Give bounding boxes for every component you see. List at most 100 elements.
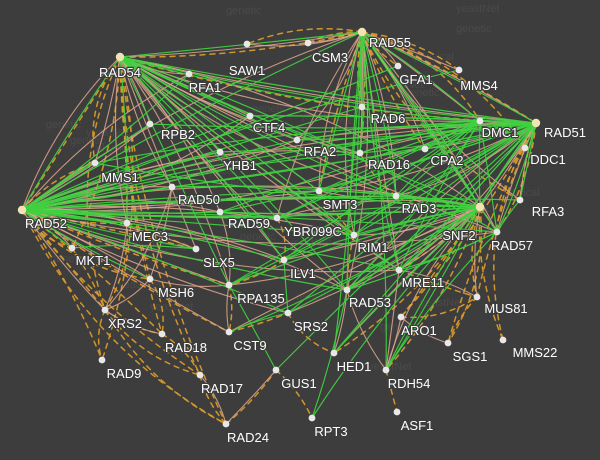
- node-label-mec3: MEC3: [132, 229, 168, 244]
- graph-node-rfa3[interactable]: [516, 196, 524, 204]
- graph-node-mre11[interactable]: [395, 266, 403, 274]
- edge-RAD54-RAD53: [119, 56, 348, 291]
- graph-node-gus1[interactable]: [272, 366, 280, 374]
- graph-node-saw1[interactable]: [243, 40, 251, 48]
- graph-node-srs2[interactable]: [284, 309, 292, 317]
- edge-RAD51-YHB1: [219, 122, 537, 153]
- graph-node-rad18[interactable]: [158, 330, 166, 338]
- graph-node-rad57[interactable]: [493, 228, 501, 236]
- edge-MKT1-XRS2: [71, 247, 106, 311]
- node-label-mms1: MMS1: [101, 170, 139, 185]
- edge-ARO1-MUS81: [400, 296, 478, 319]
- edge-RAD54-MEC3: [119, 56, 128, 224]
- watermark-label: genetic: [70, 135, 106, 147]
- graph-node-ilv1[interactable]: [280, 256, 288, 264]
- graph-node-yhb1[interactable]: [216, 148, 224, 156]
- edge-RAD51-RPB2: [149, 122, 537, 129]
- edge-XRS2-RAD24: [104, 309, 227, 425]
- edge-RAD18-RAD17: [161, 333, 201, 376]
- graph-node-aro1[interactable]: [397, 313, 405, 321]
- edge-RAD17-RAD24: [199, 374, 227, 425]
- graph-node-rad52[interactable]: [17, 205, 27, 215]
- graph-node-ctf4[interactable]: [246, 112, 254, 120]
- graph-node-sgs1[interactable]: [444, 339, 452, 347]
- edge-MSH6-XRS2: [104, 278, 151, 311]
- graph-node-mec3[interactable]: [123, 219, 131, 227]
- edge-MSH6-RPA135: [149, 278, 230, 287]
- node-label-srs2: SRS2: [294, 319, 328, 334]
- graph-node-rim1[interactable]: [350, 231, 358, 239]
- graph-node-rad17[interactable]: [196, 371, 204, 379]
- edge-RAD52-RAD16: [21, 152, 361, 211]
- graph-node-rad50[interactable]: [168, 183, 176, 191]
- edge-RAD52-YBR099C: [21, 209, 278, 219]
- edge-DMC1-RFA2: [296, 120, 481, 141]
- edge-DMC1-CTF4: [249, 115, 481, 122]
- graph-node-mus81[interactable]: [473, 293, 481, 301]
- graph-node-rad59[interactable]: [216, 208, 224, 216]
- graph-node-rad54[interactable]: [115, 52, 125, 62]
- graph-node-xrs2[interactable]: [101, 306, 109, 314]
- edge-DMC1-RIM1: [353, 120, 481, 236]
- watermark-label: yeastNet: [420, 297, 463, 309]
- graph-node-rad51[interactable]: [531, 118, 541, 128]
- graph-node-slx5[interactable]: [192, 245, 200, 253]
- graph-node-rpt3[interactable]: [308, 414, 316, 422]
- graph-node-snf2[interactable]: [475, 202, 485, 212]
- node-label-rad16: RAD16: [368, 157, 410, 172]
- edge-RAD52-MMS4: [21, 69, 460, 211]
- edge-RAD54-XRS2: [86, 56, 121, 311]
- edge-GUS1-RPT3: [275, 369, 313, 419]
- graph-node-rfa2[interactable]: [293, 136, 301, 144]
- edge-RAD55-MMS4: [361, 31, 460, 71]
- graph-node-mkt1[interactable]: [68, 244, 76, 252]
- node-label-rad51: RAD51: [544, 125, 586, 140]
- graph-node-smt3[interactable]: [315, 187, 323, 195]
- node-label-cpa2: CPA2: [431, 153, 464, 168]
- edge-SMT3-RIM1: [318, 190, 355, 236]
- edge-SNF2-RAD53: [346, 206, 481, 291]
- edge-RAD52-RAD51: [21, 122, 537, 211]
- graph-node-rad3[interactable]: [392, 192, 400, 200]
- graph-node-dmc1[interactable]: [476, 117, 484, 125]
- graph-node-mms4[interactable]: [455, 66, 463, 74]
- graph-node-msh6[interactable]: [146, 275, 154, 283]
- node-layer[interactable]: [17, 27, 541, 428]
- edge-HED1-RAD53: [333, 289, 348, 354]
- graph-node-hed1[interactable]: [330, 349, 338, 357]
- node-label-slx5: SLX5: [203, 255, 235, 270]
- graph-node-cst9[interactable]: [225, 328, 233, 336]
- edge-SNF2-RAD50: [171, 185, 481, 208]
- graph-node-rpa135[interactable]: [225, 281, 233, 289]
- graph-node-gfa1[interactable]: [394, 62, 402, 70]
- graph-node-ybr099c[interactable]: [273, 214, 281, 222]
- edge-RAD54-RAD24: [119, 56, 227, 425]
- graph-node-rad9[interactable]: [98, 356, 106, 364]
- graph-node-cpa2[interactable]: [421, 145, 429, 153]
- edge-RAD52-RFA1: [21, 73, 190, 211]
- graph-node-rdh54[interactable]: [382, 366, 390, 374]
- graph-node-rad53[interactable]: [343, 286, 351, 294]
- edge-SNF2-SMT3: [318, 190, 481, 208]
- node-label-mms22: MMS22: [513, 345, 558, 360]
- graph-node-rad55[interactable]: [357, 27, 367, 37]
- edge-RAD52-XRS2: [21, 209, 106, 311]
- edge-RAD54-RAD55: [119, 31, 363, 58]
- graph-node-mms1[interactable]: [91, 159, 99, 167]
- graph-node-rpb2[interactable]: [146, 120, 154, 128]
- watermark-label: yeastNet: [368, 361, 411, 373]
- graph-node-rad16[interactable]: [356, 149, 364, 157]
- edge-RAD52-RAD6: [21, 106, 363, 211]
- graph-node-mms22[interactable]: [499, 336, 507, 344]
- graph-node-ddc1[interactable]: [521, 144, 529, 152]
- edge-SNF2-RAD59: [219, 206, 481, 215]
- edge-SNF2-RPA135: [228, 206, 481, 286]
- graph-node-asf1[interactable]: [393, 408, 401, 416]
- graph-node-rad24[interactable]: [222, 420, 230, 428]
- edge-RAD55-SMT3: [318, 31, 363, 192]
- graph-node-csm3[interactable]: [304, 39, 312, 47]
- graph-node-rad6[interactable]: [358, 103, 366, 111]
- graph-node-rfa1[interactable]: [185, 70, 193, 78]
- edge-XRS2-RAD17: [104, 309, 201, 376]
